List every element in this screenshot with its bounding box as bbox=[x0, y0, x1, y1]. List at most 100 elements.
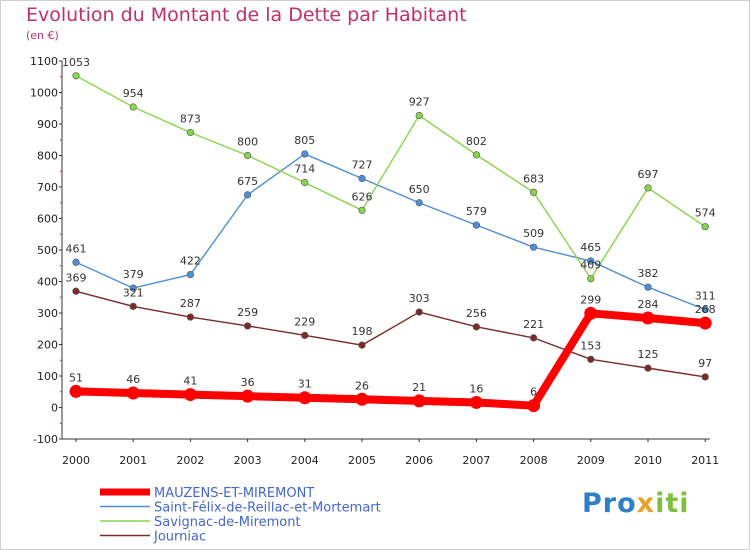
data-point-savignac-de-miremont bbox=[186, 128, 194, 137]
data-point-mauzens-et-miremont bbox=[584, 306, 598, 320]
data-label-savignac-de-miremont: 683 bbox=[523, 172, 544, 185]
data-label-mauzens-et-miremont: 299 bbox=[580, 293, 601, 306]
data-label-savignac-de-miremont: 800 bbox=[237, 136, 258, 149]
data-label-journiac: 125 bbox=[638, 348, 659, 361]
data-label-saint-f-lix-de-reillac-et-mortemart: 509 bbox=[523, 227, 544, 240]
data-label-mauzens-et-miremont: 268 bbox=[695, 303, 716, 316]
x-tick-label: 2005 bbox=[348, 454, 376, 467]
series-line-saint-f-lix-de-reillac-et-mortemart bbox=[75, 153, 706, 311]
data-point-mauzens-et-miremont bbox=[298, 391, 312, 405]
x-tick-label: 2001 bbox=[119, 454, 147, 467]
y-tick-label: 400 bbox=[37, 276, 58, 289]
data-label-journiac: 256 bbox=[466, 307, 487, 320]
x-tick-label: 2008 bbox=[520, 454, 548, 467]
data-label-mauzens-et-miremont: 21 bbox=[412, 381, 426, 394]
data-label-saint-f-lix-de-reillac-et-mortemart: 727 bbox=[352, 158, 373, 171]
data-point-savignac-de-miremont bbox=[129, 103, 137, 111]
x-tick-label: 2003 bbox=[234, 454, 262, 467]
data-label-journiac: 153 bbox=[580, 339, 601, 352]
series-line-journiac bbox=[75, 290, 706, 378]
y-tick-label: 700 bbox=[37, 181, 58, 194]
data-label-journiac: 259 bbox=[237, 306, 258, 319]
data-label-savignac-de-miremont: 714 bbox=[294, 163, 315, 176]
legend-label-mauzens-et-miremont: MAUZENS-ET-MIREMONT bbox=[154, 486, 314, 501]
data-point-savignac-de-miremont bbox=[529, 188, 538, 196]
data-label-mauzens-et-miremont: 31 bbox=[298, 378, 312, 391]
legend-label-saint-f-lix-de-reillac-et-mortemart: Saint-Félix-de-Reillac-et-Mortemart bbox=[154, 501, 381, 516]
data-label-savignac-de-miremont: 954 bbox=[123, 87, 144, 100]
data-label-mauzens-et-miremont: 51 bbox=[69, 371, 83, 384]
data-label-savignac-de-miremont: 802 bbox=[466, 135, 487, 148]
data-point-mauzens-et-miremont bbox=[412, 394, 426, 408]
data-point-saint-f-lix-de-reillac-et-mortemart bbox=[644, 283, 652, 291]
data-label-mauzens-et-miremont: 41 bbox=[183, 375, 197, 388]
data-point-saint-f-lix-de-reillac-et-mortemart bbox=[301, 150, 309, 158]
x-tick-label: 2002 bbox=[176, 454, 204, 467]
data-point-journiac bbox=[129, 302, 137, 310]
data-label-savignac-de-miremont: 626 bbox=[352, 190, 373, 203]
x-tick-label: 2004 bbox=[291, 454, 319, 467]
data-label-mauzens-et-miremont: 46 bbox=[126, 373, 140, 386]
y-tick-label: 600 bbox=[37, 213, 58, 226]
data-point-saint-f-lix-de-reillac-et-mortemart bbox=[129, 284, 137, 292]
x-tick-label: 2007 bbox=[462, 454, 490, 467]
data-point-journiac bbox=[529, 334, 538, 342]
data-point-mauzens-et-miremont bbox=[69, 384, 83, 398]
data-label-journiac: 97 bbox=[698, 357, 712, 370]
data-point-saint-f-lix-de-reillac-et-mortemart bbox=[701, 305, 709, 314]
data-point-saint-f-lix-de-reillac-et-mortemart bbox=[415, 199, 423, 207]
y-tick-label: 300 bbox=[37, 307, 58, 320]
data-point-mauzens-et-miremont bbox=[355, 392, 369, 406]
y-tick-label: 1000 bbox=[30, 87, 58, 100]
data-point-mauzens-et-miremont bbox=[183, 388, 197, 402]
data-point-journiac bbox=[587, 355, 595, 363]
data-point-savignac-de-miremont bbox=[301, 178, 309, 187]
chart-title: Evolution du Montant de la Dette par Hab… bbox=[26, 4, 467, 26]
x-tick-label: 2009 bbox=[577, 454, 605, 467]
series-line-savignac-de-miremont bbox=[75, 75, 706, 280]
data-label-journiac: 369 bbox=[66, 271, 87, 284]
data-label-saint-f-lix-de-reillac-et-mortemart: 382 bbox=[638, 267, 659, 280]
data-point-journiac bbox=[701, 373, 709, 381]
legend-label-journiac: Journiac bbox=[153, 530, 206, 545]
data-point-saint-f-lix-de-reillac-et-mortemart bbox=[529, 243, 538, 251]
data-point-saint-f-lix-de-reillac-et-mortemart bbox=[587, 257, 595, 265]
data-point-journiac bbox=[644, 364, 652, 372]
data-point-journiac bbox=[472, 323, 481, 331]
data-point-mauzens-et-miremont bbox=[527, 399, 541, 413]
data-label-savignac-de-miremont: 873 bbox=[180, 113, 201, 126]
data-point-mauzens-et-miremont bbox=[126, 386, 140, 400]
proxiti-logo: Proxiti bbox=[582, 488, 690, 519]
y-tick-label: -100 bbox=[33, 433, 58, 446]
data-label-saint-f-lix-de-reillac-et-mortemart: 311 bbox=[695, 290, 716, 303]
data-point-saint-f-lix-de-reillac-et-mortemart bbox=[244, 191, 252, 199]
data-point-saint-f-lix-de-reillac-et-mortemart bbox=[72, 258, 80, 266]
data-label-mauzens-et-miremont: 6 bbox=[530, 386, 537, 399]
y-tick-label: 900 bbox=[37, 118, 58, 131]
data-point-saint-f-lix-de-reillac-et-mortemart bbox=[472, 221, 481, 229]
data-label-savignac-de-miremont: 1053 bbox=[62, 56, 90, 69]
series-line-mauzens-et-miremont bbox=[72, 309, 710, 410]
data-label-saint-f-lix-de-reillac-et-mortemart: 805 bbox=[294, 134, 315, 147]
data-label-journiac: 303 bbox=[409, 292, 430, 305]
x-tick-label: 2000 bbox=[62, 454, 90, 467]
legend-label-savignac-de-miremont: Savignac-de-Miremont bbox=[154, 515, 301, 530]
x-tick-label: 2011 bbox=[691, 454, 719, 467]
y-tick-label: 0 bbox=[51, 402, 58, 415]
data-label-journiac: 198 bbox=[352, 325, 373, 338]
data-point-mauzens-et-miremont bbox=[469, 395, 483, 409]
data-point-mauzens-et-miremont bbox=[241, 389, 255, 403]
data-point-saint-f-lix-de-reillac-et-mortemart bbox=[186, 270, 194, 279]
data-label-savignac-de-miremont: 574 bbox=[695, 207, 716, 220]
data-point-mauzens-et-miremont bbox=[641, 311, 655, 325]
data-label-journiac: 221 bbox=[523, 318, 544, 331]
data-label-mauzens-et-miremont: 284 bbox=[638, 298, 659, 311]
x-tick-label: 2010 bbox=[634, 454, 662, 467]
y-tick-label: 800 bbox=[37, 150, 58, 163]
data-label-saint-f-lix-de-reillac-et-mortemart: 422 bbox=[180, 255, 201, 268]
data-label-saint-f-lix-de-reillac-et-mortemart: 379 bbox=[123, 268, 144, 281]
data-point-journiac bbox=[244, 322, 252, 330]
y-tick-label: 100 bbox=[37, 370, 58, 383]
data-point-savignac-de-miremont bbox=[244, 151, 252, 160]
data-point-savignac-de-miremont bbox=[72, 72, 80, 80]
